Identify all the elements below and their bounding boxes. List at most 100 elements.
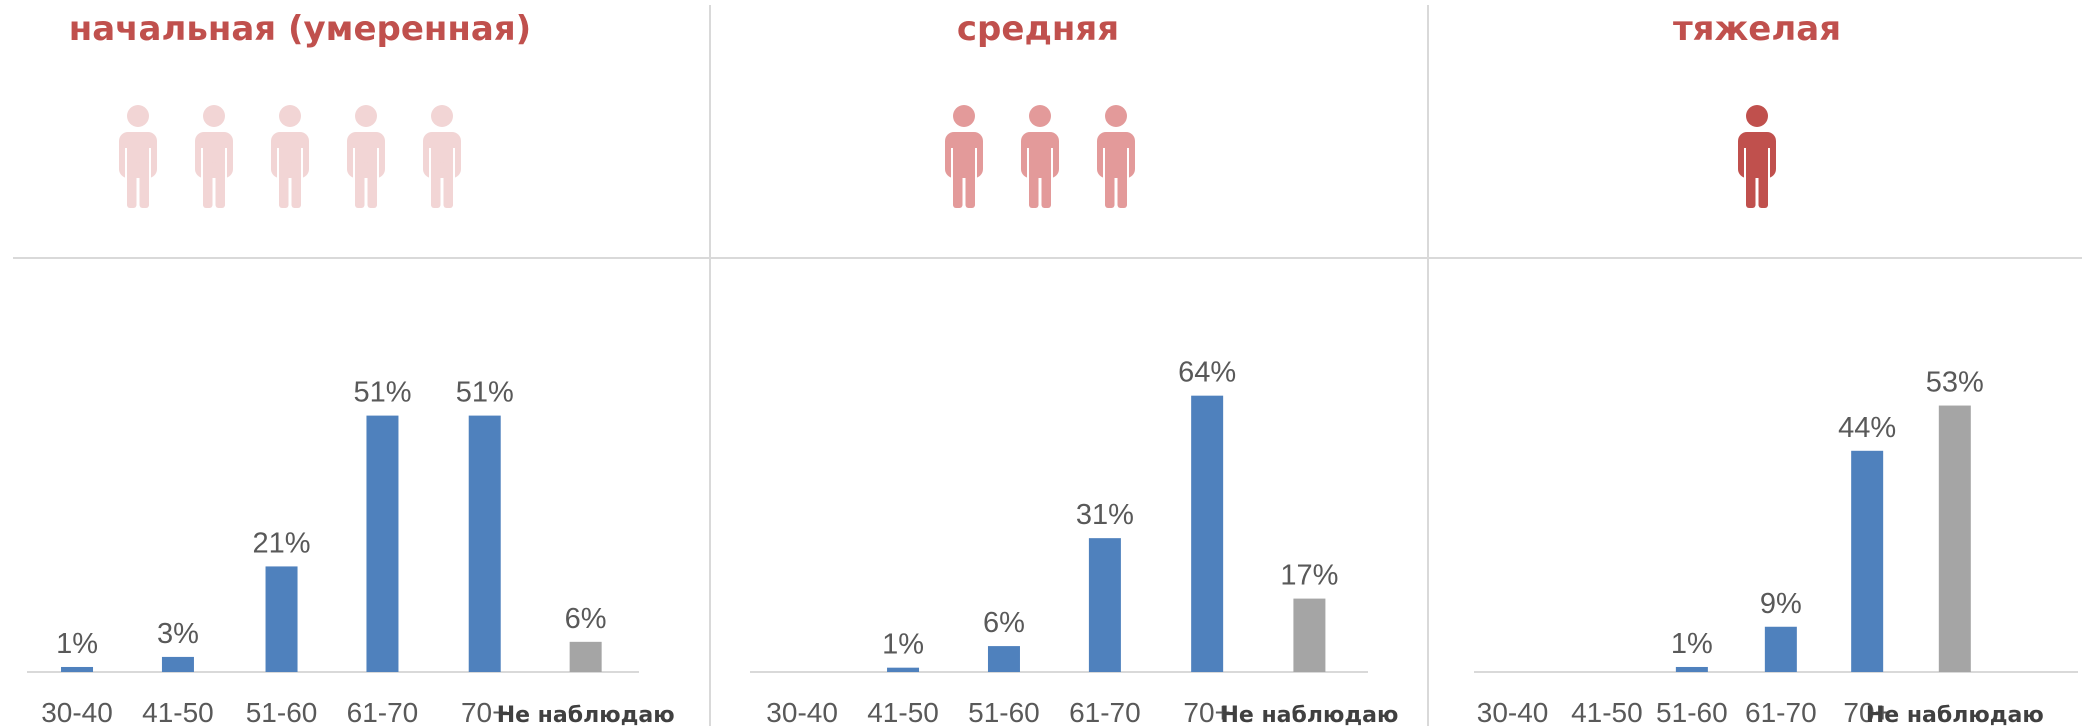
- chart-title: тяжелая: [1673, 9, 1841, 49]
- data-label: 53%: [1926, 367, 1984, 399]
- icon-gap: [1127, 148, 1129, 178]
- data-label: 64%: [1178, 357, 1236, 389]
- data-label: 44%: [1838, 412, 1896, 444]
- data-label: 9%: [1760, 588, 1802, 620]
- icon-leg: [431, 160, 441, 208]
- bar: [366, 415, 399, 672]
- bar: [468, 415, 501, 672]
- x-tick-label: Не наблюдаю: [497, 703, 675, 726]
- bar: [1938, 405, 1971, 672]
- x-tick-label: 61-70: [1745, 697, 1817, 726]
- icon-head: [203, 105, 225, 127]
- icon-gap: [1051, 148, 1053, 178]
- x-tick-label: 70+: [461, 697, 509, 726]
- icon-torso: [195, 132, 233, 178]
- icon-torso: [1097, 132, 1135, 178]
- bar: [1675, 666, 1708, 672]
- icon-head: [355, 105, 377, 127]
- x-tick-label: 51-60: [968, 697, 1040, 726]
- bar: [987, 646, 1020, 672]
- bar: [1088, 538, 1121, 672]
- icon-leg: [965, 160, 975, 208]
- icon-torso: [271, 132, 309, 178]
- icon-gap: [429, 148, 431, 178]
- x-tick-label: 70+: [1183, 697, 1231, 726]
- data-label: 17%: [1280, 560, 1338, 592]
- icon-leg: [1117, 160, 1127, 208]
- icon-gap: [225, 148, 227, 178]
- icon-head: [1746, 105, 1768, 127]
- person-icon: [945, 105, 983, 208]
- icon-leg: [215, 160, 225, 208]
- x-tick-label: Не наблюдаю: [1220, 703, 1398, 726]
- icon-leg: [1105, 160, 1115, 208]
- icon-head: [279, 105, 301, 127]
- icon-leg: [1029, 160, 1039, 208]
- icon-gap: [277, 148, 279, 178]
- bar: [887, 667, 920, 672]
- icon-gap: [1027, 148, 1029, 178]
- x-tick-label: 61-70: [347, 697, 419, 726]
- icon-gap: [149, 148, 151, 178]
- icon-gap: [201, 148, 203, 178]
- icon-torso: [423, 132, 461, 178]
- icon-gap: [353, 148, 355, 178]
- icon-leg: [203, 160, 213, 208]
- data-label: 51%: [456, 377, 514, 409]
- icon-leg: [1746, 160, 1756, 208]
- data-label: 6%: [565, 603, 607, 635]
- data-label: 21%: [253, 527, 311, 559]
- icon-torso: [1738, 132, 1776, 178]
- x-tick-label: Не наблюдаю: [1866, 703, 2044, 726]
- person-icon: [195, 105, 233, 208]
- icon-leg: [355, 160, 365, 208]
- icon-torso: [1021, 132, 1059, 178]
- icon-gap: [301, 148, 303, 178]
- icon-head: [1029, 105, 1051, 127]
- chart-title: средняя: [957, 9, 1119, 49]
- chart-title: начальная (умеренная): [69, 9, 531, 49]
- bar: [265, 566, 298, 672]
- x-tick-label: 30-40: [766, 697, 838, 726]
- bar: [1851, 450, 1884, 672]
- data-label: 1%: [56, 628, 98, 660]
- icon-head: [431, 105, 453, 127]
- icon-head: [953, 105, 975, 127]
- icon-leg: [443, 160, 453, 208]
- person-icon: [1738, 105, 1776, 208]
- data-label: 1%: [1671, 628, 1713, 660]
- x-tick-label: 41-50: [867, 697, 939, 726]
- data-label: 3%: [157, 618, 199, 650]
- x-tick-label: 61-70: [1069, 697, 1141, 726]
- data-label: 31%: [1076, 499, 1134, 531]
- icon-head: [1105, 105, 1127, 127]
- bar: [1191, 395, 1224, 672]
- bar: [1764, 626, 1797, 672]
- icon-leg: [291, 160, 301, 208]
- icon-gap: [1744, 148, 1746, 178]
- x-tick-label: 51-60: [246, 697, 318, 726]
- bar: [161, 656, 194, 672]
- person-icon: [423, 105, 461, 208]
- icon-gap: [1768, 148, 1770, 178]
- icon-torso: [119, 132, 157, 178]
- icon-gap: [125, 148, 127, 178]
- x-tick-label: 70+: [1843, 697, 1891, 726]
- icon-gap: [377, 148, 379, 178]
- data-label: 6%: [983, 607, 1025, 639]
- x-tick-label: 30-40: [1477, 697, 1549, 726]
- icon-leg: [279, 160, 289, 208]
- icon-leg: [127, 160, 137, 208]
- person-icon: [1021, 105, 1059, 208]
- icon-leg: [1041, 160, 1051, 208]
- person-icon: [119, 105, 157, 208]
- icon-leg: [367, 160, 377, 208]
- icon-torso: [347, 132, 385, 178]
- icon-leg: [953, 160, 963, 208]
- person-icon: [1097, 105, 1135, 208]
- icon-gap: [453, 148, 455, 178]
- x-tick-label: 51-60: [1656, 697, 1728, 726]
- icon-leg: [139, 160, 149, 208]
- person-icon: [347, 105, 385, 208]
